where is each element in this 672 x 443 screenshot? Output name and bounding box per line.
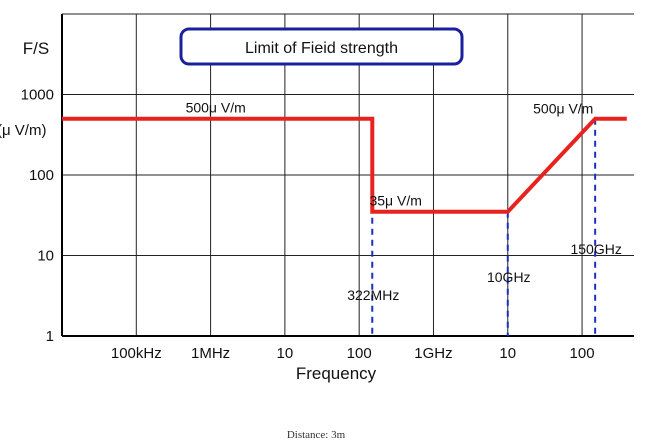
value-annotation: 500μ V/m	[186, 100, 246, 116]
marker-label: 150GHz	[570, 241, 621, 257]
x-tick-label: 100kHz	[111, 345, 162, 362]
x-tick-label: 1GHz	[414, 345, 452, 362]
y-axis-label: F/S	[23, 39, 49, 58]
marker-label: 322MHz	[347, 287, 399, 303]
frequency-markers: 322MHz 10GHz 150GHz	[347, 118, 622, 336]
y-unit-label: (μ V/m)	[0, 122, 46, 139]
y-tick-label: 1000	[21, 87, 54, 104]
x-tick-label: 100	[347, 345, 372, 362]
x-tick-label: 100	[570, 345, 595, 362]
value-annotation: 500μ V/m	[533, 101, 593, 117]
distance-caption: Distance: 3m	[287, 429, 346, 441]
chart-title-box: Limit of Fieid strength	[179, 27, 464, 66]
limit-line	[62, 116, 627, 214]
value-annotation: 35μ V/m	[369, 193, 421, 209]
x-tick-label: 10	[499, 345, 516, 362]
chart-title: Limit of Fieid strength	[245, 40, 398, 57]
y-tick-label: 100	[29, 167, 54, 184]
tick-labels: 100kHz 1MHz 10 100 1GHz 10 100 1 10 100 1000	[21, 87, 595, 363]
x-axis-label: Frequency	[296, 364, 377, 383]
plot-frame	[61, 14, 634, 337]
y-tick-label: 10	[37, 248, 54, 265]
limit-series	[62, 116, 627, 214]
x-tick-label: 10	[277, 345, 294, 362]
y-tick-label: 1	[46, 328, 54, 345]
marker-label: 10GHz	[487, 269, 531, 285]
value-annotations: 500μ V/m 35μ V/m 500μ V/m	[186, 100, 594, 209]
x-tick-label: 1MHz	[191, 345, 230, 362]
